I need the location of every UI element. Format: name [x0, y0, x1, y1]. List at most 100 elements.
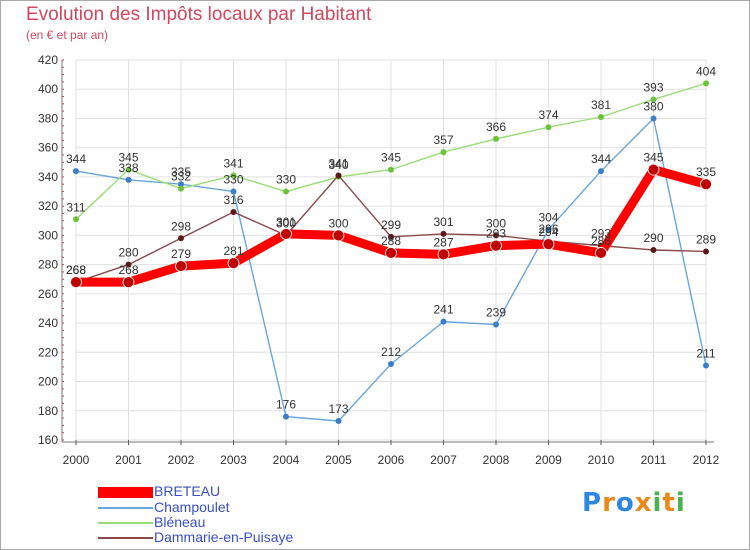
chart-title: Evolution des Impôts locaux par Habitant: [26, 4, 372, 25]
y-tick-label: 340: [38, 170, 58, 184]
chart-subtitle: (en € et par an): [26, 28, 109, 42]
y-tick-label: 160: [38, 433, 58, 447]
data-point-champoulet: [283, 413, 289, 420]
data-point-champoulet: [440, 318, 447, 325]
data-label-bl-neau: 345: [381, 151, 401, 165]
x-tick-label: 2000: [63, 453, 90, 467]
data-label-breteau: 345: [643, 151, 663, 165]
x-tick-label: 2006: [378, 453, 405, 467]
axes: 160 180 200 220 240 260 280 300 320 340 360 380 400 4…: [38, 53, 720, 467]
data-label-dammarie-en-puisaye: 300: [486, 216, 506, 230]
y-tick-label: 200: [38, 375, 58, 389]
data-label-champoulet: 344: [591, 152, 611, 166]
data-point-dammarie-en-puisaye: [335, 172, 342, 179]
data-label-champoulet: 344: [66, 152, 86, 166]
legend-label-breteau: BRETEAU: [154, 483, 221, 499]
y-tick-label: 280: [38, 258, 58, 272]
legend-swatch-dammarie-en-puisaye: [98, 537, 153, 539]
data-point-champoulet: [545, 226, 552, 233]
data-point-champoulet: [703, 362, 709, 369]
x-tick-label: 2007: [430, 453, 457, 467]
logo-letter: i: [675, 488, 686, 518]
data-label-dammarie-en-puisaye: 299: [381, 218, 401, 232]
data-label-dammarie-en-puisaye: 293: [591, 227, 611, 241]
x-tick-label: 2002: [168, 453, 195, 467]
data-label-champoulet: 380: [643, 99, 663, 113]
data-point-bl-neau: [650, 96, 657, 103]
data-label-champoulet: 239: [486, 306, 506, 320]
logo-letter: t: [662, 488, 676, 518]
data-label-champoulet: 330: [223, 173, 243, 187]
data-label-bl-neau: 340: [328, 158, 348, 172]
data-label-dammarie-en-puisaye: 280: [118, 246, 138, 260]
x-tick-label: 2009: [535, 453, 562, 467]
data-label-dammarie-en-puisaye: 289: [696, 232, 716, 246]
legend-label-dammarie-en-puisaye: Dammarie-en-Puisaye: [154, 529, 294, 545]
data-point-bl-neau: [703, 80, 709, 87]
data-point-champoulet: [493, 321, 499, 328]
data-point-bl-neau: [598, 114, 604, 120]
data-point-breteau: [385, 247, 397, 259]
data-point-bl-neau: [493, 135, 499, 142]
data-point-breteau: [490, 239, 502, 252]
data-label-bl-neau: 345: [118, 151, 138, 165]
data-label-champoulet: 241: [433, 303, 453, 317]
data-point-breteau: [70, 276, 82, 289]
data-label-breteau: 288: [591, 234, 611, 248]
data-point-breteau: [437, 248, 450, 261]
data-label-breteau: 279: [171, 247, 191, 261]
data-label-dammarie-en-puisaye: 268: [66, 263, 86, 277]
x-tick-label: 2003: [220, 453, 247, 467]
data-point-bl-neau: [73, 216, 79, 223]
logo-letter: x: [634, 488, 653, 518]
data-point-bl-neau: [388, 166, 394, 173]
data-point-bl-neau: [230, 172, 237, 179]
data-point-dammarie-en-puisaye: [703, 248, 709, 255]
data-label-breteau: 288: [381, 234, 401, 248]
x-tick-label: 2005: [325, 453, 352, 467]
data-point-dammarie-en-puisaye: [650, 247, 657, 253]
data-label-dammarie-en-puisaye: 316: [223, 193, 243, 207]
data-label-bl-neau: 393: [643, 80, 663, 94]
y-tick-label: 400: [38, 82, 58, 96]
y-tick-label: 300: [38, 228, 58, 242]
y-tick-label: 260: [38, 287, 58, 301]
data-point-champoulet: [230, 188, 237, 195]
x-tick-label: 2008: [483, 453, 510, 467]
proxiti-logo: Proxiti: [582, 488, 686, 518]
data-point-bl-neau: [178, 185, 184, 192]
data-point-bl-neau: [440, 149, 447, 156]
data-label-champoulet: 173: [328, 402, 348, 416]
data-point-breteau: [647, 163, 660, 176]
data-point-breteau: [227, 257, 240, 270]
data-point-dammarie-en-puisaye: [388, 233, 394, 240]
data-point-bl-neau: [283, 188, 289, 195]
data-label-dammarie-en-puisaye: 296: [538, 222, 558, 236]
data-point-champoulet: [598, 168, 604, 175]
data-point-champoulet: [335, 418, 342, 424]
data-point-champoulet: [73, 168, 79, 175]
data-label-bl-neau: 404: [696, 64, 716, 78]
data-label-bl-neau: 366: [486, 120, 506, 134]
data-label-bl-neau: 374: [538, 108, 558, 122]
data-point-champoulet: [388, 361, 394, 367]
data-point-dammarie-en-puisaye: [493, 232, 499, 239]
data-label-bl-neau: 330: [276, 173, 296, 187]
y-tick-label: 420: [38, 53, 58, 67]
data-point-breteau: [595, 247, 607, 259]
data-point-bl-neau: [545, 124, 552, 131]
data-point-champoulet: [650, 115, 657, 122]
data-label-champoulet: 335: [171, 165, 191, 179]
series-layer: [70, 80, 712, 424]
logo-letter: i: [652, 488, 663, 518]
x-tick-label: 2011: [641, 453, 667, 467]
data-label-breteau: 301: [276, 215, 296, 229]
data-point-dammarie-en-puisaye: [230, 209, 237, 215]
data-label-dammarie-en-puisaye: 300: [276, 216, 296, 230]
data-point-dammarie-en-puisaye: [125, 261, 132, 268]
x-tick-label: 2001: [115, 453, 142, 467]
data-label-bl-neau: 311: [66, 200, 85, 214]
data-label-dammarie-en-puisaye: 290: [643, 231, 663, 245]
data-point-breteau: [122, 276, 135, 289]
